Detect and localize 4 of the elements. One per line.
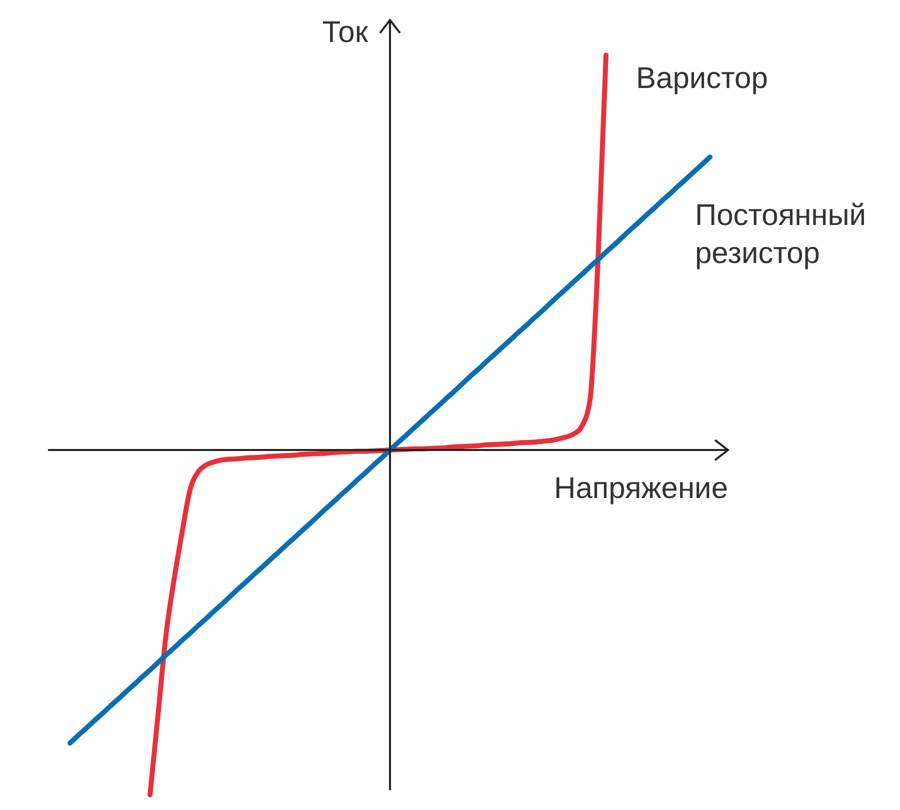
series-label: Постоянный резистор [695, 198, 868, 272]
series-label: Варистор [636, 61, 769, 98]
x-axis-title: Напряжение [554, 472, 728, 506]
y-axis-title: Ток [322, 16, 368, 50]
